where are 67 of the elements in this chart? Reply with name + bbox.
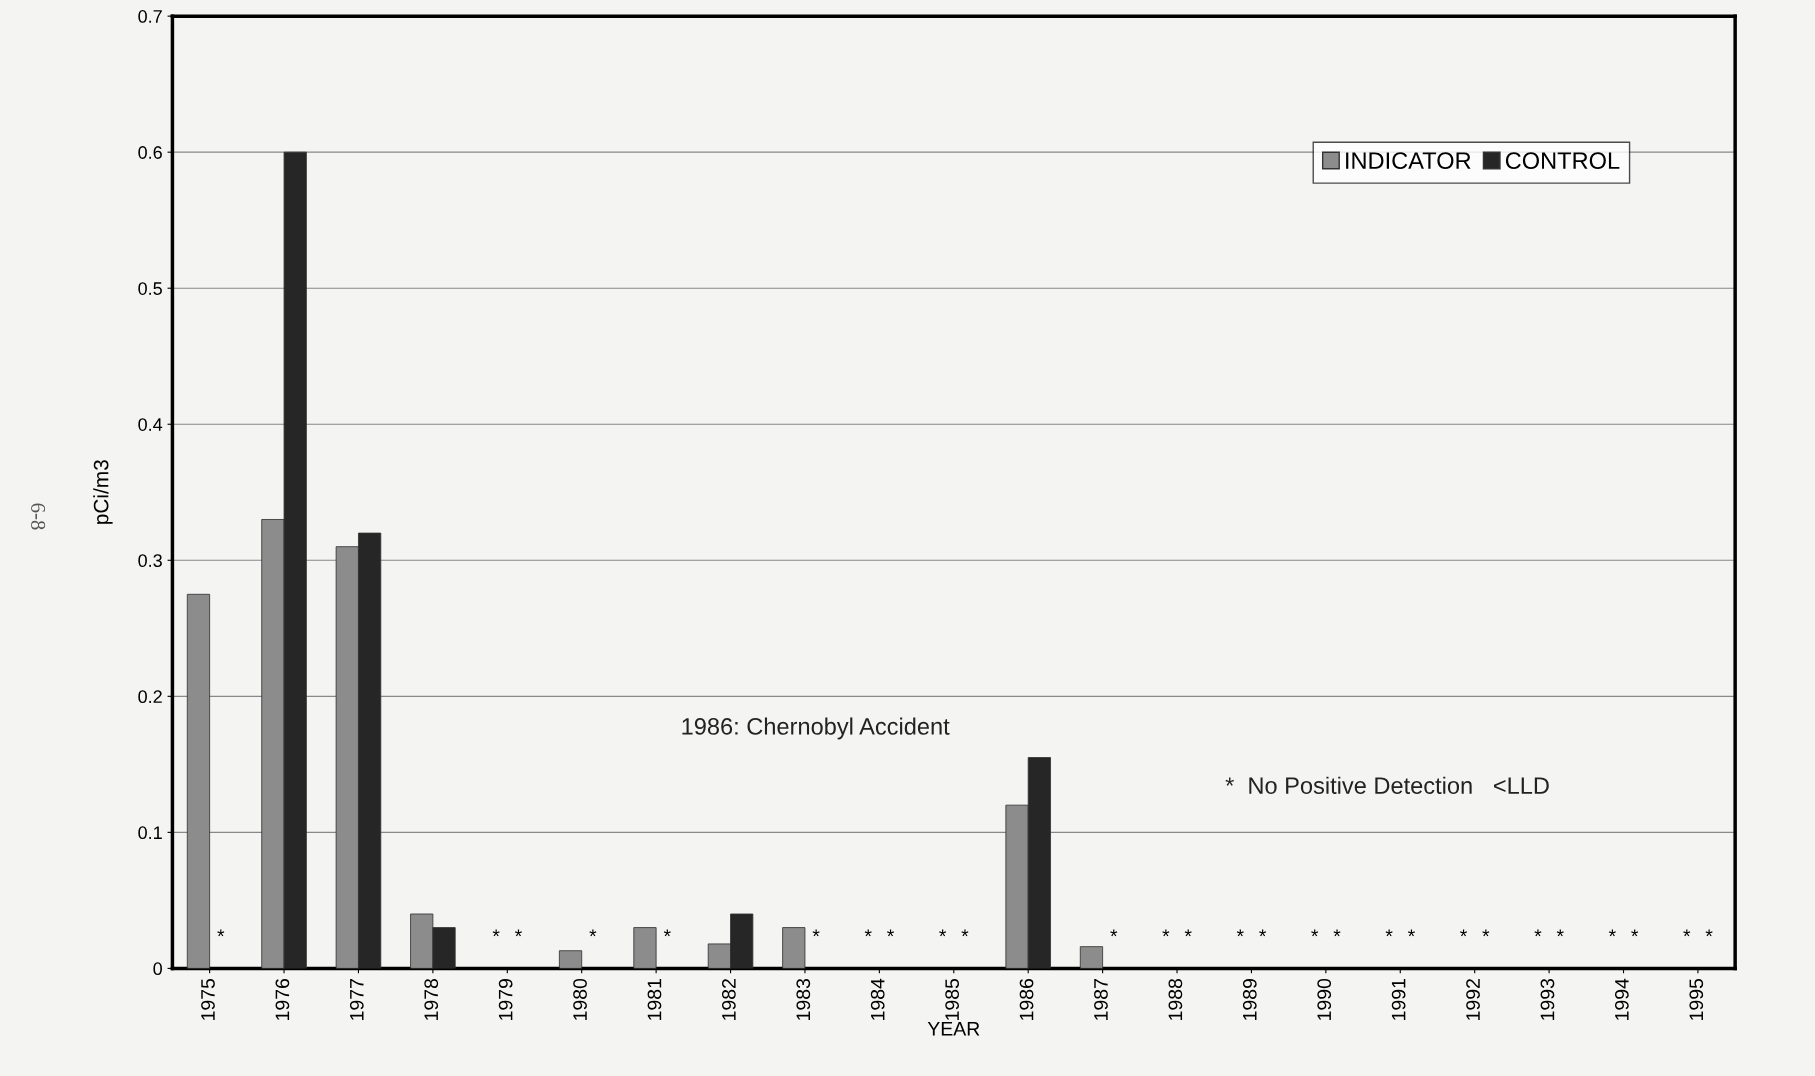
text: * [887,929,895,937]
text: * [1631,929,1639,937]
x-tick-label: 1993 [1540,978,1555,1020]
text: 6-8 [31,503,46,530]
text: * [1184,929,1192,937]
x-tick-label: 1976 [275,978,290,1020]
text: * [663,929,671,937]
annotation: 1986: Chernobyl Accident [682,717,950,740]
y-tick-label: 0.6 [138,146,162,159]
y-tick-label: 0.4 [138,418,163,431]
y-axis-title: pCi/m3 [93,460,113,524]
text: * [1407,929,1415,937]
text: * [1162,929,1170,937]
x-tick-label: 1980 [573,978,587,1020]
x-tick-label: 1991 [1391,979,1406,1020]
x-tick-label: 1979 [498,979,513,1020]
text: * [1534,929,1542,937]
text: * [961,929,969,937]
text: * [1460,929,1468,937]
text: * [1482,929,1490,937]
x-tick-label: 1988 [1168,978,1183,1020]
text: * [1259,929,1267,937]
x-tick-label: 1985 [945,978,959,1020]
text: * [589,929,597,937]
text: * [1683,929,1691,937]
legend-label: CONTROL [1505,152,1620,169]
annotation: * No Positive Detection <LLD [1225,776,1549,794]
x-tick-label: 1992 [1466,979,1480,1020]
x-tick-label: 1984 [870,978,885,1020]
text: * [1311,929,1319,937]
x-tick-label: 1990 [1317,978,1332,1020]
x-tick-label: 1982 [721,979,736,1020]
x-tick-label: 1983 [796,978,811,1020]
x-tick-label: 1986 [1019,978,1034,1020]
x-tick-label: 1975 [201,978,215,1020]
legend-label: INDICATOR [1346,152,1471,169]
text: * [1385,929,1393,937]
bar [1079,946,1104,969]
y-tick-label: 0.3 [138,554,162,568]
bar [558,950,583,969]
text: * [864,929,872,937]
x-tick-label: 1995 [1689,978,1704,1020]
text: * [1333,929,1341,937]
y-tick-label: 0.1 [138,826,162,840]
x-axis-title: YEAR [927,1022,980,1036]
x-tick-label: 1978 [424,978,439,1020]
text: * [217,929,225,937]
text: * [1110,929,1118,937]
x-tick-label: 1981 [647,979,662,1020]
text: * [939,929,947,937]
text: * [812,929,820,937]
x-tick-label: 1989 [1242,979,1257,1020]
text: * [1705,929,1713,937]
y-tick-label: 0 [153,962,162,976]
text: * [492,929,500,937]
text: * [514,929,522,937]
x-tick-label: 1987 [1094,979,1108,1020]
bar [633,927,657,969]
x-tick-label: 1994 [1614,978,1629,1020]
y-tick-label: 0.2 [138,690,162,704]
x-tick-label: 1977 [349,979,364,1020]
y-tick-label: 0.7 [138,10,162,23]
text: * [1608,929,1616,937]
bar [782,927,806,969]
text: * [1236,929,1244,937]
y-tick-label: 0.5 [138,282,162,295]
text: * [1556,929,1564,937]
